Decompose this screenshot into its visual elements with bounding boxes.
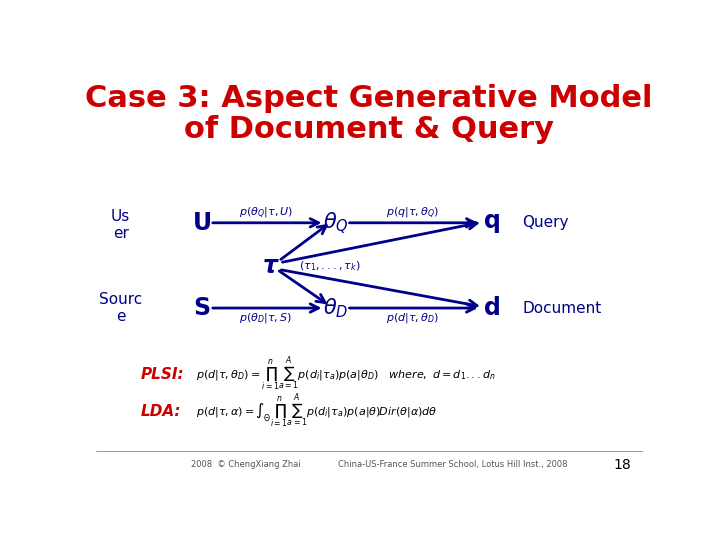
Text: $\mathbf{d}$: $\mathbf{d}$ (483, 296, 500, 320)
Text: of Document & Query: of Document & Query (184, 114, 554, 144)
Text: Sourc
e: Sourc e (99, 292, 143, 324)
Text: $\boldsymbol{\tau}$: $\boldsymbol{\tau}$ (263, 254, 280, 279)
Text: $p(\theta_D|\tau,S)$: $p(\theta_D|\tau,S)$ (239, 312, 292, 326)
Text: $\mathbf{S}$: $\mathbf{S}$ (193, 296, 210, 320)
Text: China-US-France Summer School, Lotus Hill Inst., 2008: China-US-France Summer School, Lotus Hil… (338, 460, 567, 469)
Text: $p(d|\tau,\theta_D)$: $p(d|\tau,\theta_D)$ (386, 312, 439, 326)
Text: $p(d|\tau,\theta_D)=\prod_{i=1}^{n}\sum_{a=1}^{A}p(d_i|\tau_a)p(a|\theta_D)$   $: $p(d|\tau,\theta_D)=\prod_{i=1}^{n}\sum_… (196, 355, 496, 394)
Text: $\theta_Q$: $\theta_Q$ (323, 210, 348, 235)
Text: $\theta_D$: $\theta_D$ (323, 296, 348, 320)
Text: Us
er: Us er (111, 208, 130, 241)
Text: $\mathbf{q}$: $\mathbf{q}$ (483, 211, 500, 235)
Text: 2008  © ChengXiang Zhai: 2008 © ChengXiang Zhai (192, 460, 301, 469)
Text: $p(\theta_Q|\tau,U)$: $p(\theta_Q|\tau,U)$ (238, 205, 293, 220)
Text: Query: Query (523, 215, 569, 230)
Text: Case 3: Aspect Generative Model: Case 3: Aspect Generative Model (85, 84, 653, 112)
Text: LDA:: LDA: (140, 404, 181, 420)
Text: $\mathbf{U}$: $\mathbf{U}$ (192, 211, 211, 235)
Text: PLSI:: PLSI: (140, 367, 184, 382)
Text: Document: Document (523, 301, 602, 315)
Text: 18: 18 (613, 458, 631, 472)
Text: $p(d|\tau,\alpha)=\int_{\Theta}\prod_{i=1}^{n}\sum_{a=1}^{A}p(d_i|\tau_a)p(a|\th: $p(d|\tau,\alpha)=\int_{\Theta}\prod_{i=… (196, 393, 438, 431)
Text: $p(q|\tau,\theta_Q)$: $p(q|\tau,\theta_Q)$ (386, 205, 439, 220)
Text: $(\tau_1,...,\tau_k)$: $(\tau_1,...,\tau_k)$ (299, 259, 361, 273)
